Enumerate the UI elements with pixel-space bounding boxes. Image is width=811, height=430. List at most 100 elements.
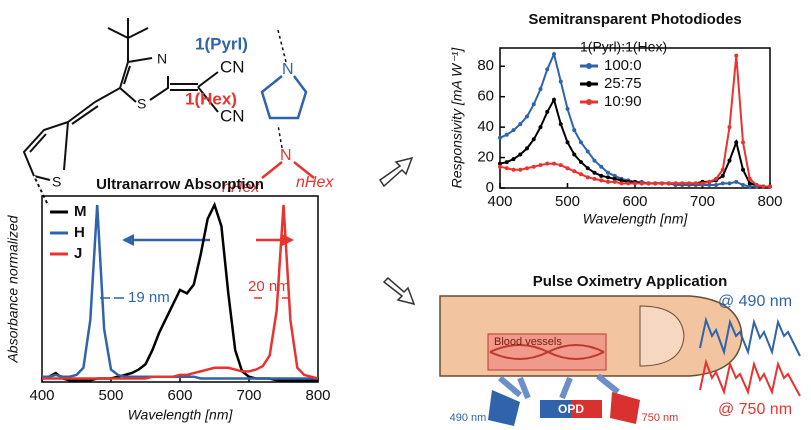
atom-label: CN	[220, 57, 245, 76]
light-path	[498, 373, 620, 400]
series-line	[499, 97, 770, 188]
led	[610, 392, 640, 424]
label: 490 nm	[450, 412, 487, 424]
dash	[277, 29, 287, 63]
x-tick-label: 800	[757, 193, 782, 210]
legend-label: J	[74, 245, 82, 262]
data-point	[558, 122, 563, 127]
atom-label: N	[157, 51, 167, 67]
atom-label: N	[282, 61, 294, 78]
data-point	[585, 149, 590, 154]
data-point	[572, 128, 577, 133]
data-point	[565, 140, 570, 145]
data-point	[579, 172, 583, 177]
data-point	[525, 114, 529, 119]
label: OPD	[558, 402, 584, 416]
x-tick-label: 500	[98, 387, 123, 404]
x-axis-label: Wavelength [nm]	[583, 211, 689, 227]
legend-label: M	[74, 203, 87, 220]
y-tick-label: 40	[477, 118, 494, 135]
data-point	[653, 181, 658, 186]
opd	[540, 400, 571, 418]
data-point	[741, 167, 745, 172]
atom-label: CN	[220, 106, 245, 125]
data-point	[747, 184, 752, 189]
x-tick-label: 400	[487, 193, 512, 210]
data-point	[714, 182, 718, 187]
data-point	[565, 166, 570, 171]
data-point	[687, 181, 691, 186]
data-point	[531, 164, 536, 169]
data-point	[734, 53, 739, 58]
data-point	[727, 158, 732, 163]
data-point	[612, 179, 617, 184]
compound-label: 1(Hex)	[185, 89, 237, 108]
data-point	[585, 175, 590, 180]
y-tick-label: 60	[477, 88, 494, 105]
signal-label: @ 750 nm	[718, 401, 792, 418]
data-point	[707, 182, 712, 187]
data-point	[592, 170, 597, 175]
signal	[699, 358, 801, 397]
data-point	[666, 181, 671, 186]
data-point	[761, 184, 766, 189]
data-point	[525, 146, 529, 151]
data-point	[592, 176, 597, 181]
label: Blood vessels	[494, 336, 562, 348]
data-point	[633, 181, 637, 186]
legend-marker	[586, 81, 592, 87]
x-tick-label: 600	[622, 193, 647, 210]
data-point	[768, 184, 772, 189]
label: 750 nm	[642, 412, 679, 424]
data-point	[606, 179, 610, 184]
data-point	[626, 181, 631, 186]
led	[488, 390, 520, 426]
vessel	[489, 344, 605, 360]
flow-arrow	[378, 156, 414, 188]
data-point	[639, 181, 644, 186]
data-point	[747, 176, 752, 181]
data-point	[552, 52, 556, 57]
data-point	[592, 158, 597, 163]
data-point	[545, 67, 550, 72]
y-tick-label: 80	[477, 57, 494, 74]
data-point	[531, 137, 536, 142]
y-axis-label: Responsivity [mA W⁻¹]	[449, 47, 465, 189]
data-point	[612, 176, 617, 181]
x-tick-label: 800	[305, 387, 330, 404]
atom-label: nHex	[296, 174, 334, 191]
flow-arrow	[382, 276, 416, 306]
data-point	[552, 97, 556, 102]
data-point	[538, 163, 543, 168]
data-point	[565, 106, 570, 111]
legend-label: 10:90	[604, 93, 642, 110]
data-point	[531, 102, 536, 107]
y-axis-label: Absorbance normalized	[5, 214, 21, 363]
legend-marker	[586, 99, 592, 105]
legend-marker	[586, 63, 592, 69]
data-point	[646, 181, 651, 186]
data-point	[673, 181, 678, 186]
data-point	[680, 181, 685, 186]
data-point	[504, 166, 509, 171]
data-point	[538, 125, 543, 130]
panel-title: Pulse Oximetry Application	[533, 273, 728, 290]
data-point	[599, 178, 604, 183]
data-point	[498, 161, 502, 166]
data-point	[720, 167, 725, 172]
x-tick-label: 500	[555, 193, 580, 210]
legend-label: 100:0	[604, 57, 642, 74]
y-tick-label: 0	[486, 179, 494, 196]
data-point	[720, 181, 725, 186]
atom-label: S	[137, 96, 146, 112]
arrow-head	[282, 234, 294, 246]
data-point	[504, 132, 509, 137]
data-point	[747, 181, 752, 186]
data-point	[558, 163, 563, 168]
data-point	[619, 181, 624, 186]
nail	[639, 305, 685, 367]
data-point	[498, 164, 502, 169]
pyrrolidine	[260, 75, 308, 120]
data-point	[606, 170, 610, 175]
